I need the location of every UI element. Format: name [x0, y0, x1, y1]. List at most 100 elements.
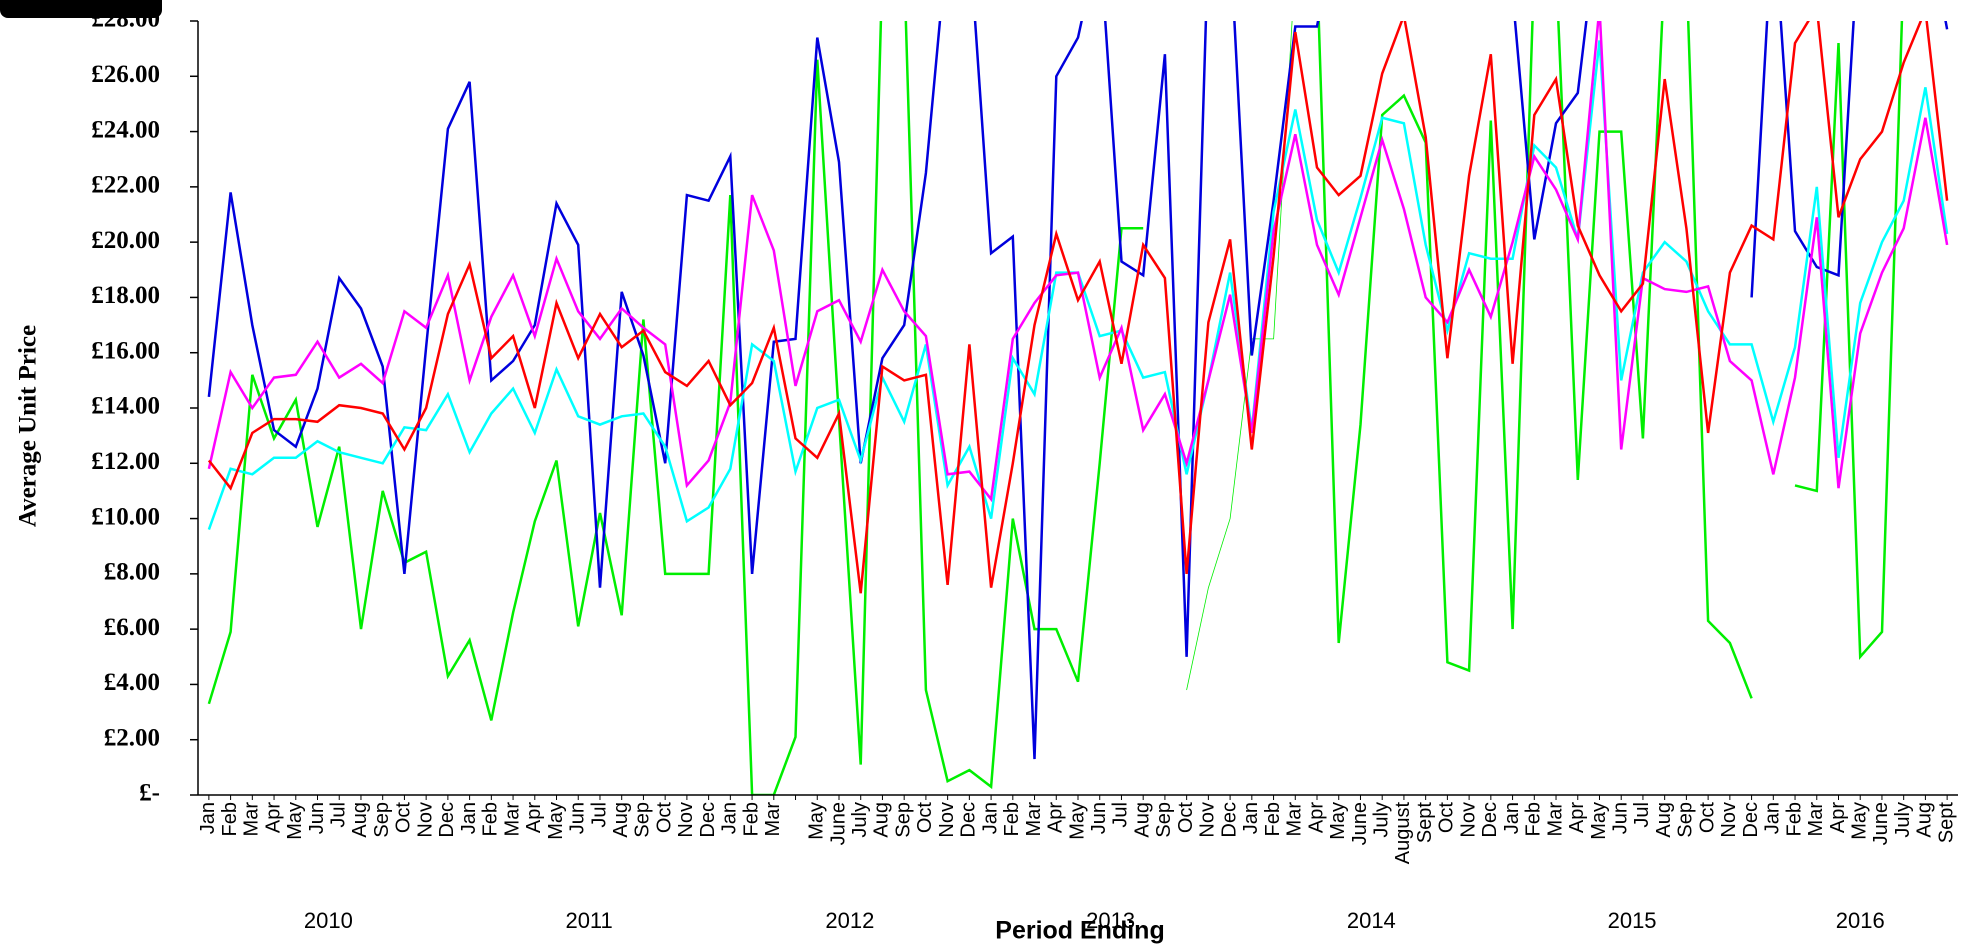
x-tick-label: Aug — [1131, 802, 1153, 838]
x-tick-label: Aug — [1914, 802, 1936, 838]
x-tick-label: Oct — [1436, 802, 1458, 834]
y-tick-label: £14.00 — [91, 393, 160, 420]
x-tick-label: Dec — [1740, 802, 1762, 838]
y-tick-label: £- — [139, 780, 160, 807]
x-tick-label: Mar — [241, 802, 263, 837]
x-tick-label: June — [1870, 802, 1892, 845]
plot-lines — [207, 21, 1949, 795]
x-tick-label: Feb — [1262, 802, 1284, 836]
year-label: 2015 — [1608, 908, 1657, 933]
x-tick-label: Jan — [1240, 802, 1262, 834]
series-line — [207, 40, 1949, 531]
x-tick-label: Jul — [588, 802, 610, 828]
x-tick-label: May — [284, 802, 306, 840]
x-tick-label: Mar — [1805, 802, 1827, 837]
y-tick-label: £22.00 — [91, 172, 160, 199]
y-tick-label: £26.00 — [91, 61, 160, 88]
x-tick-label: May — [806, 802, 828, 840]
x-tick-label: Feb — [1523, 802, 1545, 836]
x-tick-label: Jul — [1631, 802, 1653, 828]
x-tick-label: Oct — [1696, 802, 1718, 834]
x-tick-label: Aug — [610, 802, 632, 838]
x-tick-label: Nov — [1718, 802, 1740, 838]
x-tick-label: Feb — [740, 802, 762, 836]
x-tick-label: Nov — [1197, 802, 1219, 838]
x-tick-label: July — [1892, 802, 1914, 838]
y-tick-label: £6.00 — [104, 614, 160, 641]
x-tick-label: Apr — [1045, 802, 1067, 833]
x-tick-label: Jan — [1501, 802, 1523, 834]
x-tick-label: Apr — [1566, 802, 1588, 833]
series-line — [1186, 21, 1293, 691]
y-tick-label: £18.00 — [91, 282, 160, 309]
x-tick-label: Oct — [653, 802, 675, 834]
x-tick-label: Dec — [697, 802, 719, 838]
x-tick-label: July — [1370, 802, 1392, 838]
x-tick-label: Apr — [1827, 802, 1849, 833]
x-tick-label: Jul — [328, 802, 350, 828]
x-tick-label: Jan — [1762, 802, 1784, 834]
y-axis-title: Average Unit Price — [15, 325, 42, 527]
x-tick-label: Apr — [1305, 802, 1327, 833]
x-tick-label: Dec — [958, 802, 980, 838]
y-tick-label: £8.00 — [104, 559, 160, 586]
legend-remnant — [0, 0, 162, 18]
x-tick-label: Aug — [1653, 802, 1675, 838]
year-label: 2014 — [1347, 908, 1396, 933]
x-tick-label: Dec — [436, 802, 458, 838]
x-tick-label: Jun — [1609, 802, 1631, 834]
y-tick-label: £2.00 — [104, 724, 160, 751]
x-tick-label: Feb — [1783, 802, 1805, 836]
year-label: 2011 — [565, 908, 612, 933]
x-tick-label: Mar — [1023, 802, 1045, 837]
x-tick-label: Sept — [1414, 802, 1436, 844]
x-tick-label: Dec — [1479, 802, 1501, 838]
x-tick-label: Nov — [414, 802, 436, 838]
year-label: 2012 — [825, 908, 874, 933]
year-label: 2010 — [304, 908, 353, 933]
x-tick-label: Jul — [1110, 802, 1132, 828]
x-tick-label: May — [1327, 802, 1349, 840]
series-line — [207, 21, 1904, 795]
x-tick-label: Sep — [632, 802, 654, 838]
x-tick-label: Aug — [349, 802, 371, 838]
x-tick-label: Jun — [567, 802, 589, 834]
x-tick-label: Mar — [1284, 802, 1306, 837]
x-tick-label: Dec — [1218, 802, 1240, 838]
y-tick-label: £20.00 — [91, 227, 160, 254]
x-tick-label: August — [1392, 802, 1414, 865]
y-tick-label: £24.00 — [91, 116, 160, 143]
year-label: 2016 — [1836, 908, 1885, 933]
x-tick-label: Feb — [219, 802, 241, 836]
x-tick-label: Feb — [480, 802, 502, 836]
x-tick-label: Sept — [1935, 802, 1957, 844]
series-line — [207, 21, 1949, 760]
x-tick-label: Nov — [675, 802, 697, 838]
x-tick-label: Sep — [1153, 802, 1175, 838]
x-tick-label: Jan — [197, 802, 219, 834]
x-tick-label: June — [827, 802, 849, 845]
x-tick-label: May — [1849, 802, 1871, 840]
y-tick-label: £16.00 — [91, 337, 160, 364]
x-tick-label: Sep — [892, 802, 914, 838]
x-tick-label: Mar — [1544, 802, 1566, 837]
series-line — [207, 21, 1949, 503]
x-tick-label: Jun — [1088, 802, 1110, 834]
x-tick-label: Oct — [1175, 802, 1197, 834]
x-tick-label: Jan — [719, 802, 741, 834]
x-tick-label: Nov — [936, 802, 958, 838]
series-line — [207, 21, 1949, 594]
year-label: 2013 — [1086, 908, 1135, 933]
x-tick-label: Aug — [871, 802, 893, 838]
x-tick-label: Oct — [914, 802, 936, 834]
x-tick-label: June — [1349, 802, 1371, 845]
y-tick-label: £28.00 — [91, 6, 160, 33]
x-tick-label: Oct — [393, 802, 415, 834]
x-tick-label: May — [545, 802, 567, 840]
y-tick-label: £12.00 — [91, 448, 160, 475]
y-tick-label: £4.00 — [104, 669, 160, 696]
x-tick-label: Sep — [371, 802, 393, 838]
x-tick-label: Jan — [979, 802, 1001, 834]
